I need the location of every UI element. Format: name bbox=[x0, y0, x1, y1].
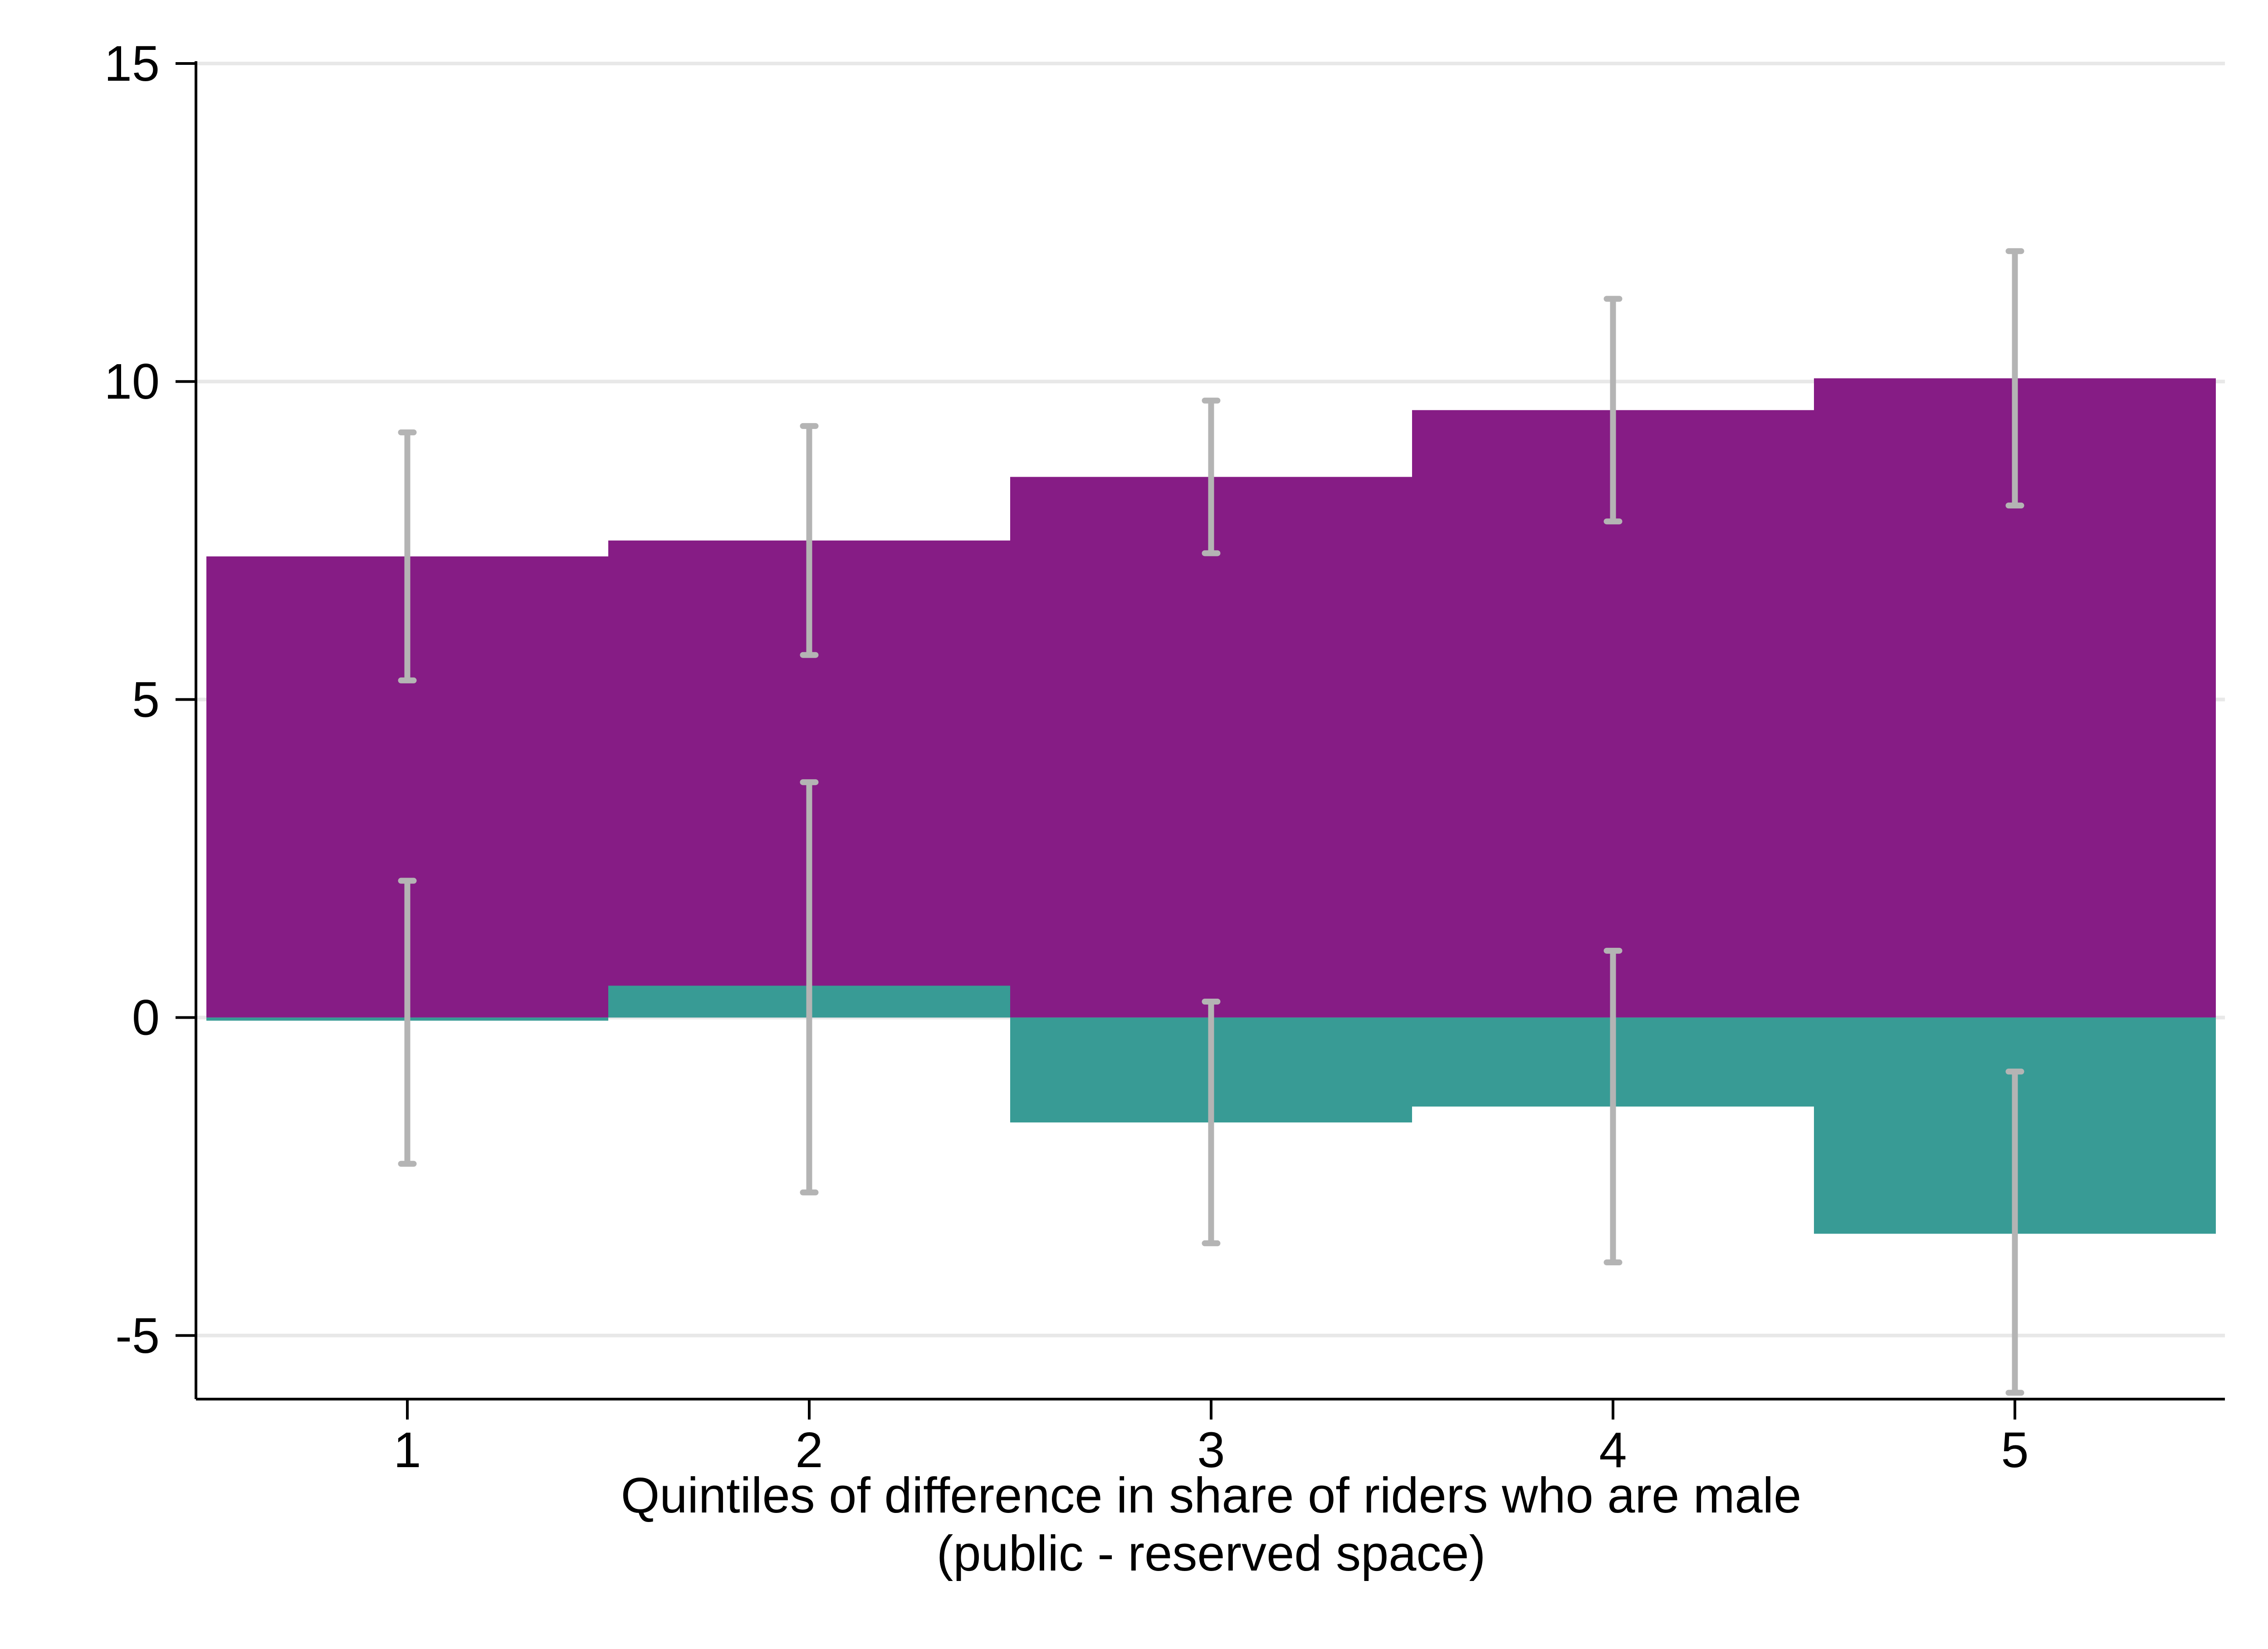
error-bar-series2-q5 bbox=[2005, 1068, 2024, 1396]
x-axis-title-line-2: (public - reserved space) bbox=[937, 1526, 1486, 1581]
error-bar-series2-q4 bbox=[1603, 947, 1623, 1265]
x-tick-label: 5 bbox=[2001, 1422, 2028, 1478]
bar-series1-q3 bbox=[1010, 477, 1412, 1018]
bars bbox=[206, 378, 2216, 1234]
error-bar-series2-q3 bbox=[1202, 999, 1221, 1246]
error-bar-series1-q2 bbox=[800, 423, 819, 658]
error-bars bbox=[398, 248, 2024, 1396]
x-tick-label: 2 bbox=[795, 1422, 823, 1478]
y-tick-label: 15 bbox=[104, 36, 160, 92]
error-bar-series2-q1 bbox=[398, 878, 417, 1167]
y-tick-label: 10 bbox=[104, 354, 160, 410]
error-bar-series1-q4 bbox=[1603, 296, 1623, 525]
x-tick-label: 3 bbox=[1197, 1422, 1225, 1478]
x-axis-title-line-1: Quintiles of difference in share of ride… bbox=[621, 1468, 1802, 1523]
x-ticks: 1 2 3 4 5 bbox=[393, 1399, 2029, 1478]
error-bar-series1-q5 bbox=[2005, 248, 2024, 509]
error-bar-series1-q3 bbox=[1202, 397, 1221, 556]
x-tick-label: 4 bbox=[1599, 1422, 1627, 1478]
error-bar-series1-q1 bbox=[398, 429, 417, 683]
error-bar-series2-q2 bbox=[800, 779, 819, 1195]
y-tick-label: 0 bbox=[132, 990, 160, 1046]
x-tick-label: 1 bbox=[393, 1422, 421, 1478]
y-tick-label: 5 bbox=[132, 672, 160, 727]
y-tick-label: -5 bbox=[115, 1308, 160, 1364]
y-ticks: -5 0 5 10 15 bbox=[104, 36, 196, 1364]
